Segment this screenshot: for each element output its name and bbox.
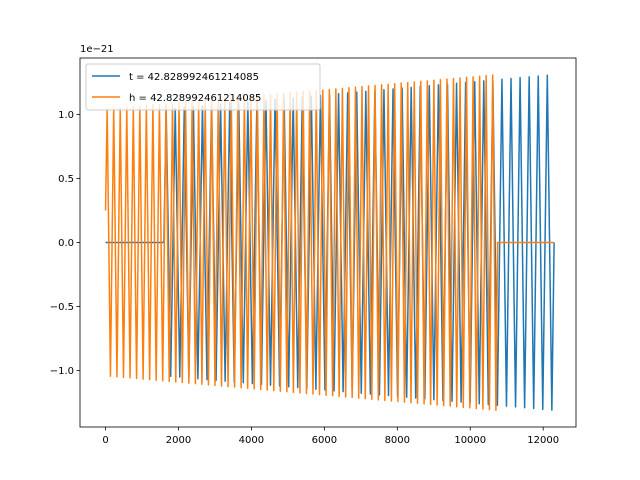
legend-label-t: t = 42.828992461214085 xyxy=(129,72,259,83)
y-tick-label: 0.5 xyxy=(58,174,74,185)
y-tick-label: 0.0 xyxy=(58,238,74,249)
x-tick-label: 8000 xyxy=(385,435,410,446)
y-tick-label: −0.5 xyxy=(50,302,74,313)
axes-layer: 0 2000 4000 6000 8000 10000 12000 −1.0 −0.5 0.0 0.… xyxy=(50,57,577,446)
x-tick-label: 12000 xyxy=(527,435,559,446)
legend-frame xyxy=(85,63,321,111)
x-tick-label: 2000 xyxy=(166,435,191,446)
y-tick-label: −1.0 xyxy=(50,366,74,377)
legend-label-h: h = 42.828992461214085 xyxy=(129,93,261,104)
x-tick-label: 4000 xyxy=(239,435,264,446)
x-tick-label: 0 xyxy=(102,435,108,446)
y-tick-label: 1.0 xyxy=(58,110,74,121)
x-tick-label: 6000 xyxy=(312,435,337,446)
y-offset-text: 1e−21 xyxy=(80,44,114,55)
legend: t = 42.828992461214085 h = 42.8289924612… xyxy=(85,63,321,111)
x-tick-label: 10000 xyxy=(454,435,486,446)
